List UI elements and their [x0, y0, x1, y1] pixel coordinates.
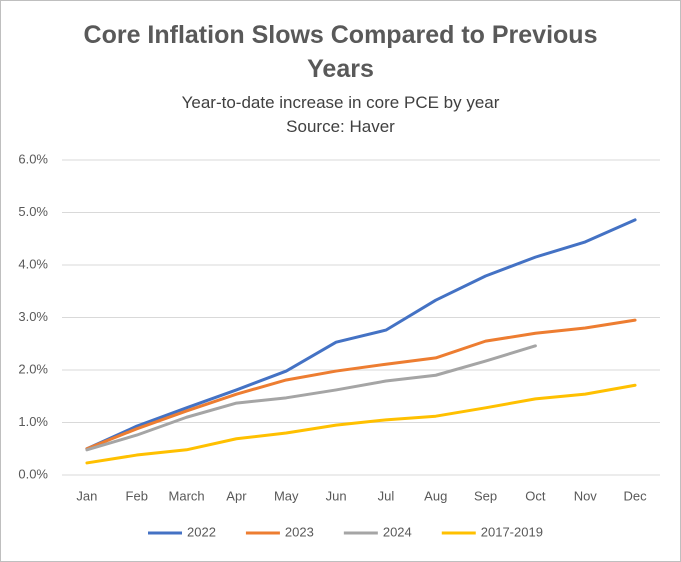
x-tick-label: Jul	[378, 488, 395, 503]
y-tick-label: 6.0%	[18, 151, 48, 166]
legend-label: 2017-2019	[481, 524, 543, 539]
x-tick-label: Dec	[624, 488, 648, 503]
x-tick-label: May	[274, 488, 299, 503]
y-tick-label: 3.0%	[18, 309, 48, 324]
y-tick-label: 1.0%	[18, 414, 48, 429]
source: Source: Haver	[286, 117, 395, 136]
x-tick-label: Sep	[474, 488, 497, 503]
chart-title: Core Inflation Slows Compared to Previou…	[83, 21, 598, 83]
legend-label: 2024	[383, 524, 412, 539]
line-series	[85, 383, 637, 465]
x-tick-label: Oct	[525, 488, 546, 503]
x-tick-label: Apr	[226, 488, 247, 503]
x-tick-label: Nov	[574, 488, 598, 503]
x-tick-label: Aug	[424, 488, 447, 503]
y-tick-label: 4.0%	[18, 256, 48, 271]
line-series	[85, 344, 537, 452]
line-series	[85, 218, 637, 451]
x-tick-label: March	[169, 488, 205, 503]
subtitle-block: Year-to-date increase in core PCE by yea…	[0, 91, 681, 139]
y-tick-label: 0.0%	[18, 466, 48, 481]
y-tick-label: 2.0%	[18, 361, 48, 376]
x-tick-label: Feb	[126, 488, 148, 503]
subtitle: Year-to-date increase in core PCE by yea…	[181, 93, 500, 112]
y-tick-label: 5.0%	[18, 204, 48, 219]
line-series	[85, 318, 637, 451]
legend-label: 2023	[285, 524, 314, 539]
x-tick-label: Jan	[76, 488, 97, 503]
x-tick-label: Jun	[326, 488, 347, 503]
legend-label: 2022	[187, 524, 216, 539]
